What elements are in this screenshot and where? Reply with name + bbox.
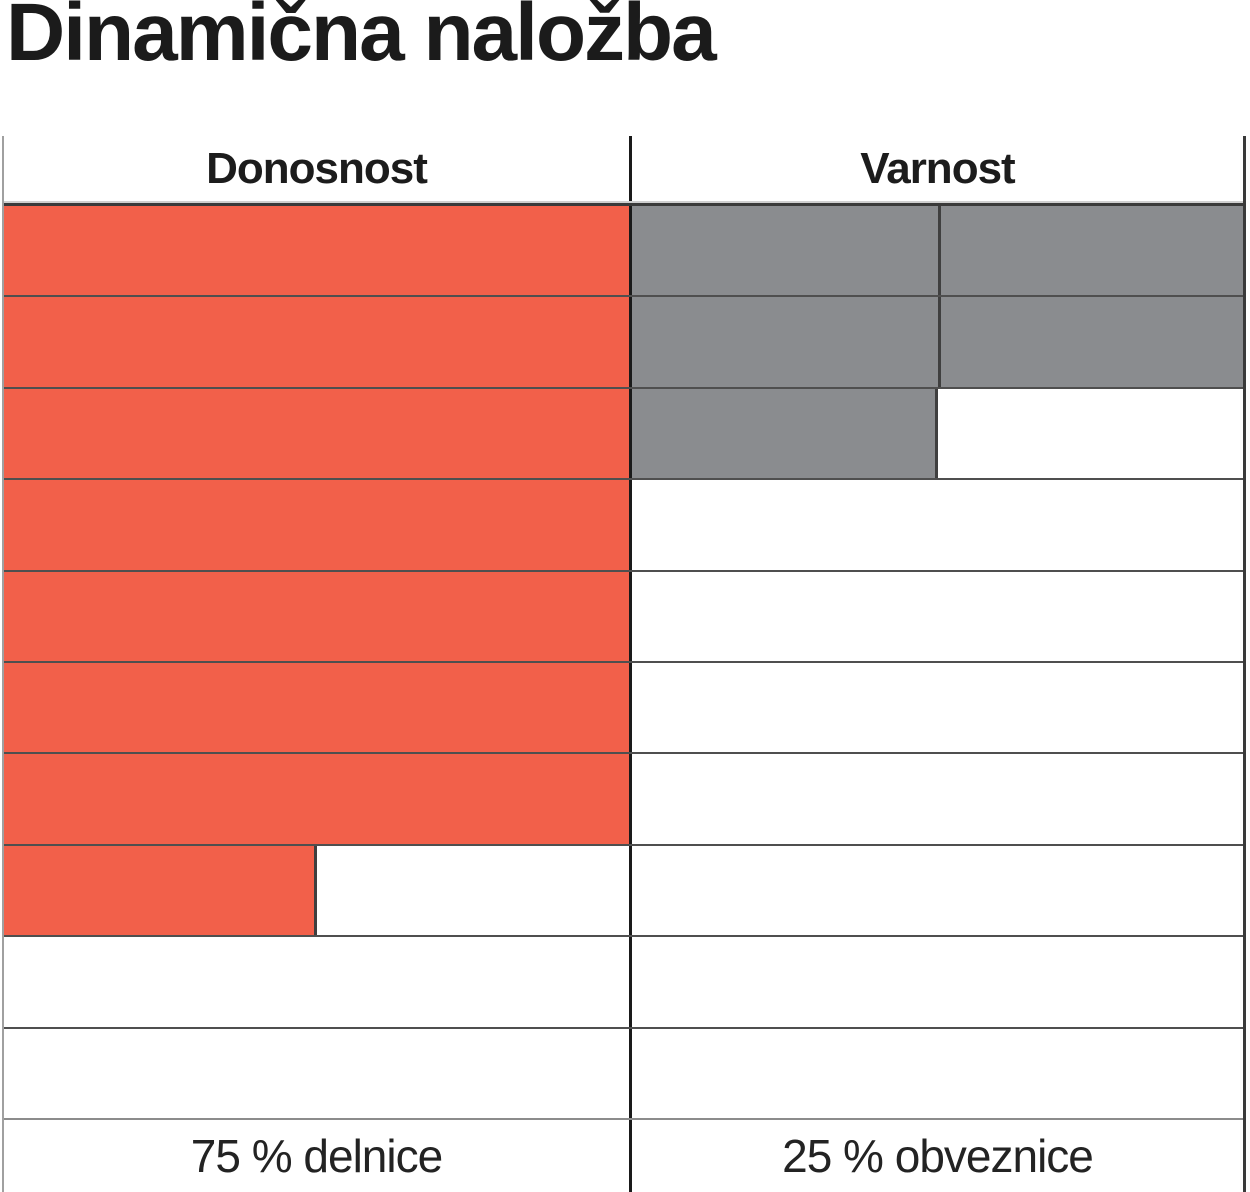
footer-obveznice-label: 25 % obveznice	[629, 1120, 1243, 1192]
donosnost-bar	[4, 845, 317, 936]
varnost-cell	[629, 937, 1243, 1027]
varnost-cell	[629, 480, 1243, 570]
donosnost-bar	[4, 480, 629, 570]
grid-row	[4, 480, 1243, 572]
varnost-bar	[632, 206, 938, 296]
donosnost-cell	[4, 297, 629, 387]
grid-row	[4, 1028, 1243, 1121]
varnost-cell	[629, 571, 1243, 662]
varnost-cell	[629, 206, 1243, 296]
varnost-cell	[629, 388, 1243, 479]
donosnost-cell	[4, 663, 629, 753]
grid-row	[4, 845, 1243, 938]
varnost-cell	[629, 1028, 1243, 1119]
donosnost-cell	[4, 1029, 629, 1118]
varnost-bar	[937, 297, 1243, 387]
donosnost-bar	[4, 206, 629, 296]
header-varnost: Varnost	[629, 136, 1243, 201]
grid-row	[4, 297, 1243, 389]
grid-rows	[4, 203, 1243, 1121]
rating-table: Donosnost Varnost 75 % delnice 25 % obve…	[2, 136, 1246, 1192]
donosnost-cell	[4, 845, 629, 936]
donosnost-cell	[4, 480, 629, 570]
varnost-bar	[937, 206, 1243, 296]
donosnost-cell	[4, 388, 629, 479]
varnost-bar	[632, 388, 938, 479]
page-title: Dinamična naložba	[6, 0, 717, 78]
header-donosnost: Donosnost	[206, 143, 428, 193]
grid-row	[4, 206, 1243, 298]
donosnost-cell	[4, 571, 629, 662]
varnost-cell	[629, 663, 1243, 753]
grid-row	[4, 663, 1243, 755]
donosnost-bar	[4, 388, 629, 479]
varnost-cell	[629, 297, 1243, 387]
grid-row	[4, 937, 1243, 1029]
grid-row	[4, 571, 1243, 664]
grid-row	[4, 388, 1243, 481]
donosnost-cell	[4, 754, 629, 844]
grid-row	[4, 754, 1243, 846]
donosnost-bar	[4, 754, 629, 844]
varnost-cell	[629, 845, 1243, 936]
table-header-row: Donosnost Varnost	[4, 136, 1243, 203]
footer-delnice-label: 75 % delnice	[190, 1130, 443, 1182]
varnost-cell	[629, 754, 1243, 844]
table-footer-row: 75 % delnice 25 % obveznice	[4, 1120, 1243, 1192]
donosnost-bar	[4, 663, 629, 753]
donosnost-bar	[4, 297, 629, 387]
donosnost-bar	[4, 571, 629, 662]
donosnost-cell	[4, 937, 629, 1026]
varnost-bar	[632, 297, 938, 387]
donosnost-cell	[4, 206, 629, 296]
